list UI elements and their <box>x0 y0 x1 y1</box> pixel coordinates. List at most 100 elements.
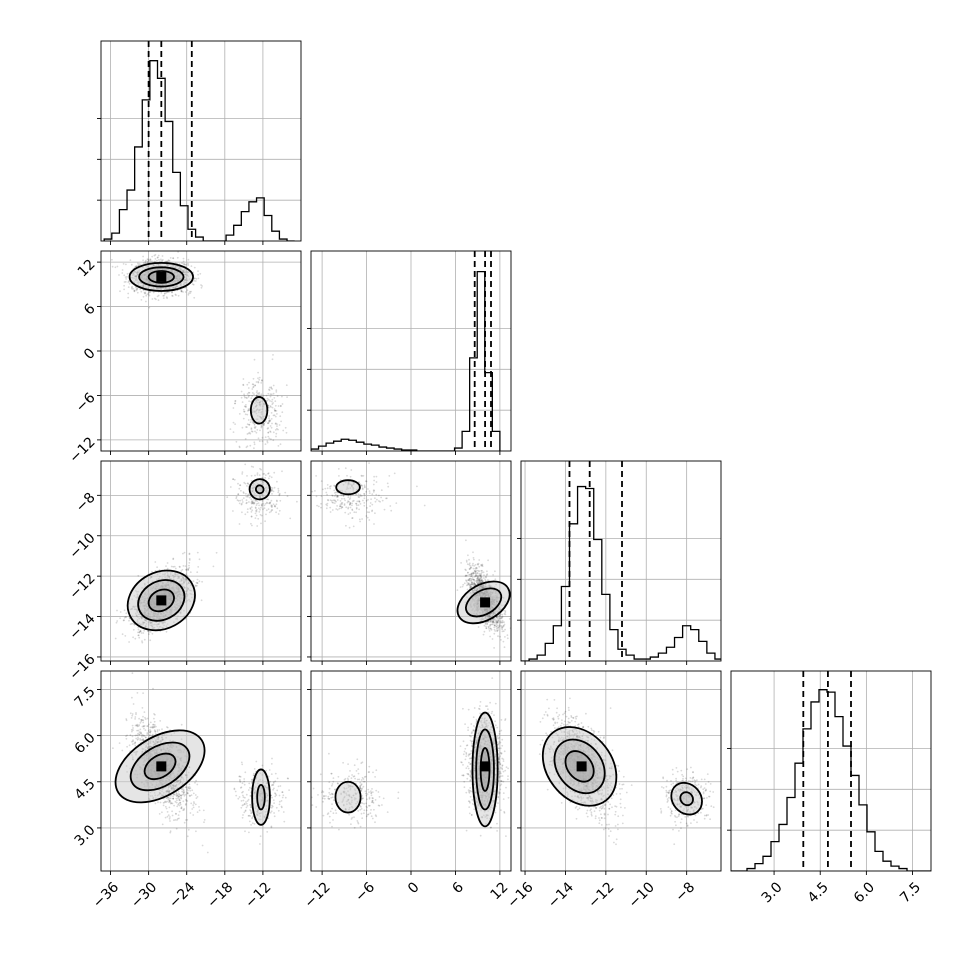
sample-point <box>182 271 185 274</box>
sample-point <box>157 612 160 615</box>
sample-point <box>175 592 178 594</box>
sample-point <box>192 593 195 596</box>
sample-point <box>145 619 147 622</box>
sample-point <box>183 609 185 612</box>
sample-point <box>159 618 162 621</box>
sample-point <box>315 495 318 498</box>
sample-point <box>264 474 267 476</box>
sample-point <box>475 599 477 602</box>
sample-point <box>174 266 177 268</box>
sample-point <box>149 258 152 261</box>
sample-point <box>246 445 249 448</box>
sample-point <box>472 591 474 594</box>
sample-point <box>256 525 259 527</box>
sample-point <box>182 565 185 567</box>
sample-point <box>163 268 165 271</box>
sample-point <box>462 583 465 586</box>
sample-point <box>271 506 273 508</box>
sample-point <box>259 495 261 498</box>
sample-point <box>151 269 154 271</box>
sample-point <box>275 499 278 502</box>
sample-point <box>176 591 179 593</box>
sample-point <box>488 608 491 610</box>
sample-point <box>163 593 166 596</box>
sample-point <box>479 618 482 621</box>
sample-point <box>258 401 261 404</box>
sample-point <box>484 608 487 611</box>
sample-point <box>486 614 489 617</box>
sample-point <box>170 586 173 589</box>
sample-point <box>182 552 184 555</box>
sample-point <box>263 473 266 475</box>
sample-point <box>165 593 167 595</box>
sample-point <box>501 626 503 628</box>
sample-point <box>178 597 181 600</box>
sample-point <box>482 611 484 613</box>
sample-point <box>477 602 479 605</box>
sample-point <box>132 272 135 275</box>
sample-point <box>174 618 177 620</box>
sample-point <box>165 291 168 294</box>
sample-point <box>264 520 266 523</box>
sample-point <box>486 608 489 610</box>
sample-point <box>486 623 489 626</box>
sample-point <box>135 605 137 608</box>
sample-point <box>250 479 253 482</box>
contour-line <box>456 580 511 625</box>
sample-point <box>170 599 173 602</box>
sample-point <box>477 577 479 580</box>
sample-point <box>336 494 339 497</box>
sample-point <box>481 578 483 581</box>
sample-point <box>136 291 139 294</box>
sample-point <box>344 490 347 493</box>
sample-point <box>481 611 484 614</box>
sample-point <box>237 500 240 502</box>
sample-point <box>282 429 285 432</box>
sample-point <box>167 575 170 577</box>
sample-point <box>238 487 241 490</box>
sample-point <box>156 593 159 595</box>
sample-point <box>374 512 376 515</box>
sample-point <box>135 275 137 278</box>
sample-point <box>469 604 472 606</box>
sample-point <box>177 615 179 617</box>
sample-point <box>243 481 246 484</box>
sample-point <box>133 623 136 626</box>
sample-point <box>176 617 178 619</box>
sample-point <box>491 606 494 609</box>
sample-point <box>142 605 145 608</box>
sample-point <box>270 418 273 420</box>
sample-point <box>258 420 260 423</box>
sample-point <box>173 582 176 585</box>
sample-point <box>157 294 160 297</box>
sample-point <box>147 292 150 294</box>
sample-point <box>476 586 478 589</box>
sample-point <box>178 275 181 277</box>
sample-point <box>478 581 481 584</box>
panel-p0-p0 <box>97 40 302 245</box>
sample-point <box>253 501 256 504</box>
sample-point <box>502 625 505 627</box>
sample-point <box>174 281 177 283</box>
sample-point <box>179 600 182 603</box>
sample-point <box>256 502 258 505</box>
sample-point <box>168 586 171 589</box>
sample-point <box>168 286 171 289</box>
panel-p2-p1 <box>307 460 512 665</box>
sample-point <box>476 580 479 582</box>
sample-point <box>325 503 328 506</box>
sample-point <box>470 575 473 578</box>
sample-point <box>506 637 509 640</box>
sample-point <box>254 500 257 502</box>
sample-point <box>274 429 277 431</box>
sample-point <box>242 492 245 494</box>
sample-point <box>190 584 193 587</box>
sample-point <box>144 272 147 274</box>
sample-point <box>183 615 186 617</box>
sample-point <box>161 614 164 616</box>
sample-point <box>153 612 155 614</box>
sample-point <box>477 605 480 608</box>
sample-point <box>470 573 472 576</box>
sample-point <box>188 567 191 569</box>
sample-point <box>166 574 169 577</box>
